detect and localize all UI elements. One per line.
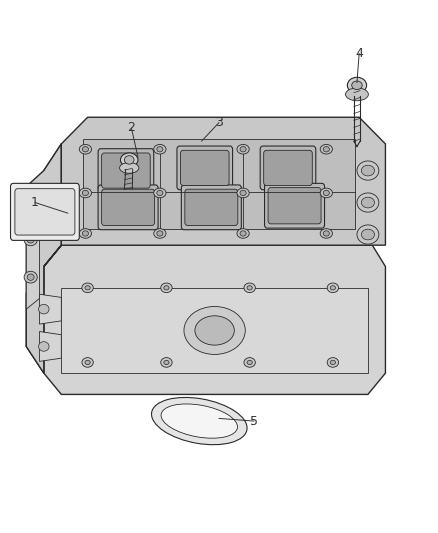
Ellipse shape bbox=[82, 283, 93, 293]
Ellipse shape bbox=[82, 231, 88, 236]
FancyBboxPatch shape bbox=[265, 183, 325, 228]
Ellipse shape bbox=[24, 234, 37, 246]
Ellipse shape bbox=[39, 342, 49, 351]
Ellipse shape bbox=[157, 231, 163, 236]
Ellipse shape bbox=[247, 286, 252, 290]
Ellipse shape bbox=[327, 283, 339, 293]
Ellipse shape bbox=[330, 360, 336, 365]
Ellipse shape bbox=[161, 358, 172, 367]
Ellipse shape bbox=[39, 304, 49, 314]
Ellipse shape bbox=[161, 283, 172, 293]
FancyBboxPatch shape bbox=[98, 185, 158, 230]
FancyBboxPatch shape bbox=[102, 189, 155, 225]
Ellipse shape bbox=[346, 88, 368, 101]
Ellipse shape bbox=[323, 190, 329, 196]
Polygon shape bbox=[26, 144, 61, 373]
Polygon shape bbox=[39, 332, 61, 361]
Text: 5: 5 bbox=[250, 415, 258, 427]
Ellipse shape bbox=[82, 147, 88, 152]
Ellipse shape bbox=[357, 193, 379, 212]
FancyBboxPatch shape bbox=[264, 150, 312, 185]
FancyBboxPatch shape bbox=[180, 150, 229, 185]
Ellipse shape bbox=[330, 286, 336, 290]
Ellipse shape bbox=[323, 147, 329, 152]
Ellipse shape bbox=[120, 163, 139, 173]
Ellipse shape bbox=[240, 147, 246, 152]
Ellipse shape bbox=[120, 153, 138, 167]
Ellipse shape bbox=[361, 229, 374, 240]
FancyBboxPatch shape bbox=[260, 146, 316, 190]
Ellipse shape bbox=[164, 360, 169, 365]
Ellipse shape bbox=[244, 358, 255, 367]
Ellipse shape bbox=[27, 237, 34, 243]
FancyBboxPatch shape bbox=[98, 149, 154, 192]
Ellipse shape bbox=[79, 188, 92, 198]
Text: 4: 4 bbox=[355, 47, 363, 60]
Ellipse shape bbox=[161, 404, 237, 438]
Ellipse shape bbox=[237, 188, 249, 198]
Polygon shape bbox=[44, 245, 385, 394]
FancyBboxPatch shape bbox=[15, 189, 75, 235]
Ellipse shape bbox=[164, 286, 169, 290]
Polygon shape bbox=[26, 144, 61, 373]
Ellipse shape bbox=[247, 360, 252, 365]
Ellipse shape bbox=[154, 188, 166, 198]
Ellipse shape bbox=[79, 229, 92, 238]
Ellipse shape bbox=[85, 286, 90, 290]
FancyBboxPatch shape bbox=[181, 185, 241, 230]
Ellipse shape bbox=[152, 398, 247, 445]
Polygon shape bbox=[39, 294, 61, 324]
Ellipse shape bbox=[320, 188, 332, 198]
Ellipse shape bbox=[154, 144, 166, 154]
Ellipse shape bbox=[82, 190, 88, 196]
Ellipse shape bbox=[352, 81, 362, 90]
Text: 3: 3 bbox=[215, 116, 223, 129]
Ellipse shape bbox=[154, 229, 166, 238]
Ellipse shape bbox=[85, 360, 90, 365]
Ellipse shape bbox=[320, 144, 332, 154]
Ellipse shape bbox=[184, 306, 245, 354]
Polygon shape bbox=[44, 117, 385, 266]
Ellipse shape bbox=[327, 358, 339, 367]
Ellipse shape bbox=[240, 231, 246, 236]
FancyBboxPatch shape bbox=[177, 146, 233, 190]
Ellipse shape bbox=[157, 190, 163, 196]
Ellipse shape bbox=[124, 156, 134, 164]
Ellipse shape bbox=[79, 144, 92, 154]
Ellipse shape bbox=[82, 358, 93, 367]
Ellipse shape bbox=[195, 316, 234, 345]
Ellipse shape bbox=[361, 165, 374, 176]
Text: 1: 1 bbox=[31, 196, 39, 209]
Text: 2: 2 bbox=[127, 122, 135, 134]
FancyBboxPatch shape bbox=[185, 189, 238, 225]
FancyBboxPatch shape bbox=[11, 183, 79, 240]
Ellipse shape bbox=[357, 161, 379, 180]
Ellipse shape bbox=[347, 77, 367, 93]
Ellipse shape bbox=[244, 283, 255, 293]
Ellipse shape bbox=[323, 231, 329, 236]
Polygon shape bbox=[26, 203, 39, 309]
Polygon shape bbox=[83, 139, 355, 229]
Ellipse shape bbox=[240, 190, 246, 196]
Polygon shape bbox=[61, 288, 368, 373]
Ellipse shape bbox=[361, 197, 374, 208]
Ellipse shape bbox=[320, 229, 332, 238]
Ellipse shape bbox=[237, 144, 249, 154]
FancyBboxPatch shape bbox=[102, 153, 150, 188]
Ellipse shape bbox=[24, 271, 37, 283]
Ellipse shape bbox=[357, 225, 379, 244]
FancyBboxPatch shape bbox=[268, 188, 321, 224]
Ellipse shape bbox=[237, 229, 249, 238]
Ellipse shape bbox=[27, 274, 34, 280]
Ellipse shape bbox=[157, 147, 163, 152]
